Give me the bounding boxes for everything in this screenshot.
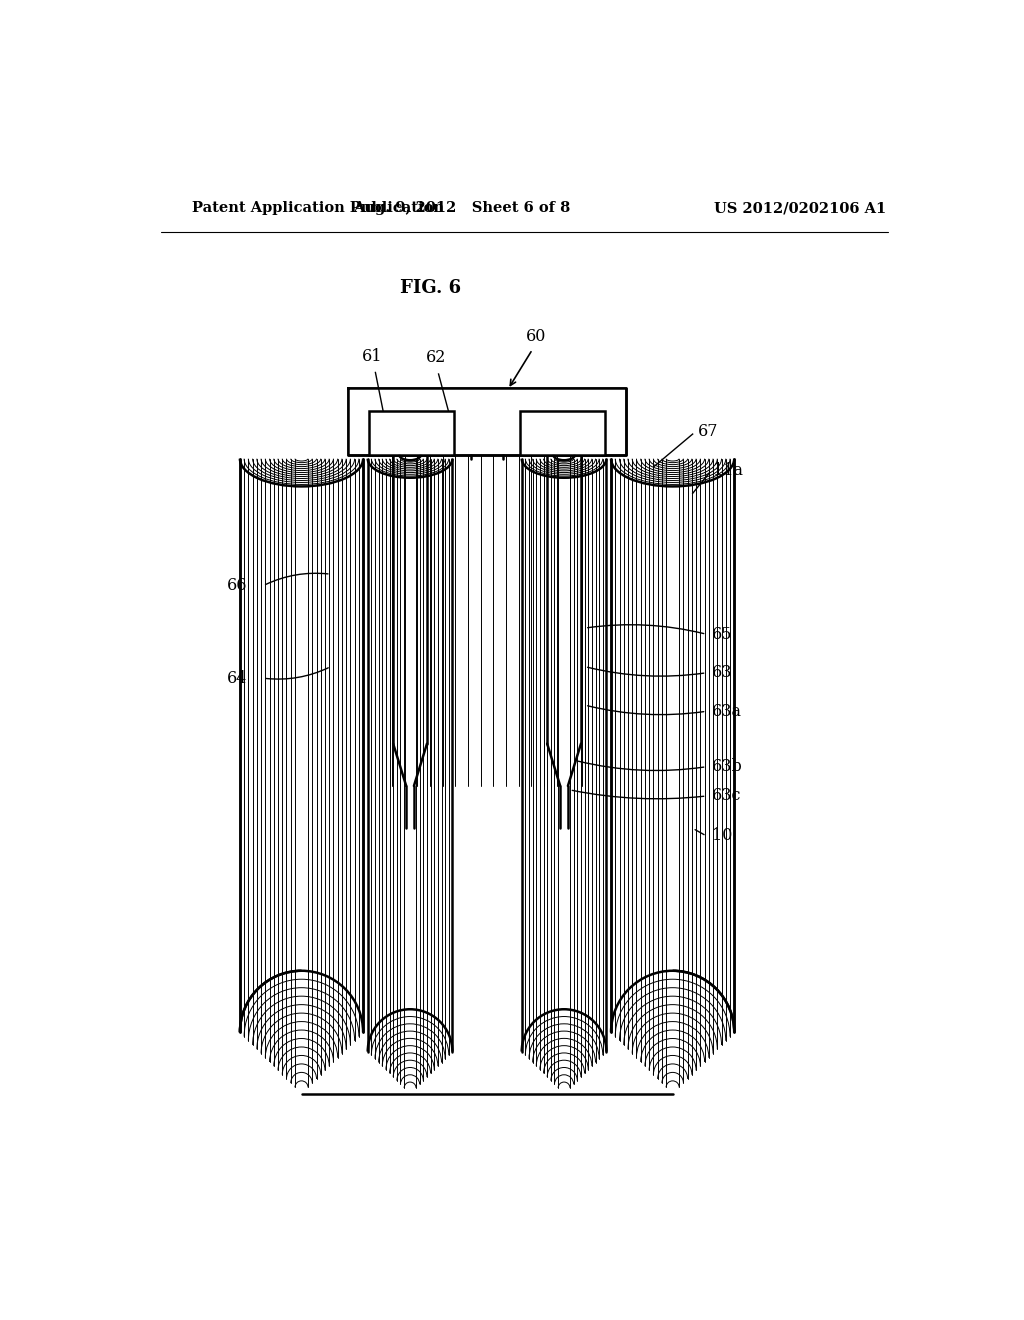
Text: 65: 65 bbox=[712, 626, 732, 643]
Text: 63: 63 bbox=[712, 664, 732, 681]
Text: 10: 10 bbox=[712, 828, 732, 845]
Bar bbox=[370, 411, 454, 455]
Bar bbox=[520, 411, 605, 455]
Text: Aug. 9, 2012   Sheet 6 of 8: Aug. 9, 2012 Sheet 6 of 8 bbox=[353, 202, 570, 215]
Text: 64: 64 bbox=[227, 669, 248, 686]
Text: 67: 67 bbox=[698, 424, 719, 441]
Text: 63b: 63b bbox=[712, 758, 742, 775]
Text: Patent Application Publication: Patent Application Publication bbox=[193, 202, 444, 215]
Text: 61: 61 bbox=[362, 347, 383, 364]
Text: US 2012/0202106 A1: US 2012/0202106 A1 bbox=[715, 202, 887, 215]
Text: 66: 66 bbox=[227, 577, 248, 594]
Text: 60: 60 bbox=[526, 327, 547, 345]
Text: 63c: 63c bbox=[712, 788, 741, 804]
Text: FIG. 6: FIG. 6 bbox=[400, 279, 462, 297]
Text: 63a: 63a bbox=[712, 702, 742, 719]
Bar bbox=[349, 388, 625, 454]
Text: 62: 62 bbox=[426, 350, 446, 367]
Text: 11a: 11a bbox=[714, 462, 743, 479]
